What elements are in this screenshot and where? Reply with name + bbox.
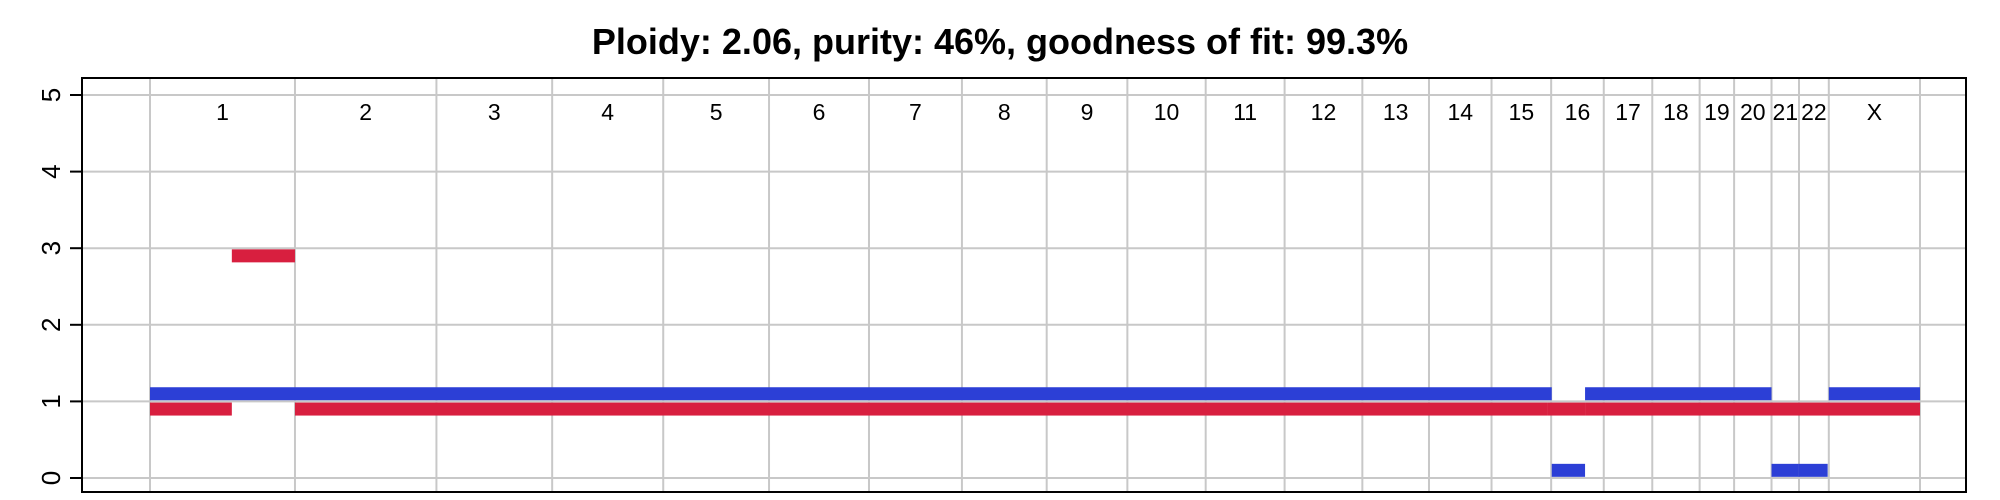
segment-bar xyxy=(1771,463,1799,477)
chromosome-label: 22 xyxy=(1801,99,1827,125)
chart-title: Ploidy: 2.06, purity: 46%, goodness of f… xyxy=(592,21,1408,62)
y-axis-ticks: 0 1 2 3 4 5 xyxy=(36,88,82,485)
segment-bar xyxy=(231,249,295,263)
segment-bar xyxy=(1547,402,1586,416)
chromosome-label: 9 xyxy=(1081,99,1094,125)
y-tick-label: 5 xyxy=(36,88,66,102)
segment-bar xyxy=(1828,387,1920,401)
chromosome-label: 7 xyxy=(909,99,922,125)
segment-bar xyxy=(150,387,1552,401)
y-tick-label: 1 xyxy=(36,394,66,408)
chromosome-label: X xyxy=(1867,99,1882,125)
segment-bar xyxy=(294,402,1548,416)
chromosome-label: 15 xyxy=(1509,99,1535,125)
y-tick-label: 0 xyxy=(36,471,66,485)
chromosome-label: 10 xyxy=(1154,99,1180,125)
y-tick-label: 4 xyxy=(36,164,66,178)
chromosome-label: 6 xyxy=(813,99,826,125)
chromosome-label: 2 xyxy=(359,99,372,125)
chromosome-label: 13 xyxy=(1383,99,1409,125)
chromosome-label: 17 xyxy=(1615,99,1641,125)
chromosome-label: 16 xyxy=(1565,99,1591,125)
chromosome-label: 18 xyxy=(1663,99,1689,125)
chromosome-label: 3 xyxy=(488,99,501,125)
chromosome-label: 21 xyxy=(1772,99,1798,125)
chromosome-label: 5 xyxy=(710,99,723,125)
copy-number-segments xyxy=(150,249,1920,477)
chromosome-label: 19 xyxy=(1704,99,1730,125)
chromosome-label: 4 xyxy=(601,99,614,125)
chromosome-label: 20 xyxy=(1740,99,1766,125)
chromosome-label: 14 xyxy=(1447,99,1473,125)
chromosome-label: 8 xyxy=(998,99,1011,125)
y-tick-label: 3 xyxy=(36,241,66,255)
segment-bar xyxy=(1551,463,1586,477)
grid-lines xyxy=(82,78,1966,492)
segment-bar xyxy=(1585,402,1920,416)
chromosome-label: 12 xyxy=(1311,99,1337,125)
plot-frame xyxy=(81,77,1967,493)
segment-bar xyxy=(150,402,232,416)
chromosome-label: 11 xyxy=(1233,99,1257,125)
segment-bar xyxy=(1798,463,1828,477)
segment-bar xyxy=(1585,387,1772,401)
chromosome-labels: 1 2 3 4 5 6 7 8 9 10 11 12 13 14 15 16 17 18 19 20 21 22 X xyxy=(216,99,1882,125)
chromosome-label: 1 xyxy=(216,99,229,125)
y-tick-label: 2 xyxy=(36,318,66,332)
